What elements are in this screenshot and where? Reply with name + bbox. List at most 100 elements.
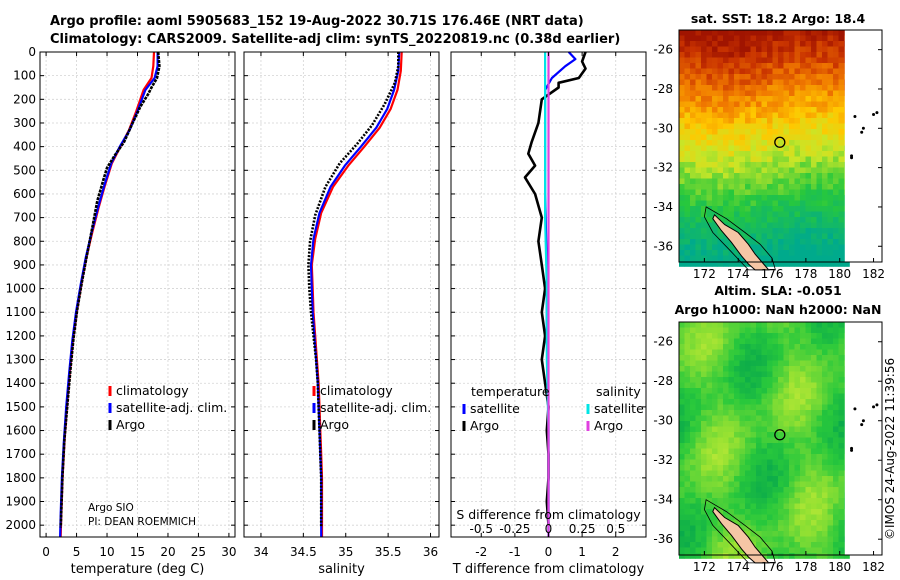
field-cell	[827, 322, 834, 328]
field-cell	[712, 156, 718, 163]
field-cell	[723, 52, 729, 58]
field-cell	[745, 492, 751, 499]
field-cell	[723, 96, 729, 102]
field-cell	[706, 79, 713, 86]
field-cell	[761, 459, 768, 466]
field-cell	[816, 123, 823, 130]
field-cell	[750, 476, 757, 482]
field-cell	[800, 481, 806, 488]
field-cell	[789, 189, 795, 196]
field-cell	[822, 327, 828, 334]
field-cell	[684, 536, 691, 543]
field-cell	[811, 167, 817, 174]
field-cell	[767, 514, 773, 521]
field-cell	[794, 333, 801, 339]
field-cell	[811, 487, 817, 493]
field-cell	[783, 498, 790, 504]
field-cell	[833, 547, 839, 554]
field-cell	[701, 79, 707, 86]
field-cell	[767, 107, 773, 113]
field-cell	[695, 531, 702, 537]
field-cell	[794, 151, 801, 157]
field-cell	[838, 509, 845, 515]
field-cell	[778, 509, 784, 515]
field-cell	[739, 96, 746, 102]
field-cell	[822, 173, 828, 179]
field-cell	[767, 459, 773, 466]
field-cell	[728, 90, 735, 97]
field-cell	[679, 46, 685, 53]
field-cell	[717, 476, 724, 482]
field-cell	[761, 344, 768, 350]
field-cell	[767, 79, 773, 86]
field-cell	[816, 520, 823, 526]
s-diff-tick-label: 0.5	[606, 522, 625, 536]
field-cell	[717, 173, 724, 179]
field-cell	[701, 195, 707, 201]
field-cell	[789, 509, 795, 515]
field-cell	[800, 30, 806, 36]
field-cell	[822, 195, 828, 201]
field-cell	[701, 244, 707, 251]
field-cell	[695, 57, 702, 64]
field-cell	[789, 101, 795, 108]
field-cell	[734, 514, 740, 521]
field-cell	[838, 156, 845, 163]
field-cell	[690, 35, 696, 42]
field-cell	[728, 492, 735, 499]
field-cell	[767, 344, 773, 350]
field-cell	[811, 377, 817, 383]
field-cell	[701, 327, 707, 334]
field-cell	[822, 388, 828, 394]
field-cell	[761, 410, 768, 416]
field-cell	[756, 96, 762, 102]
field-cell	[701, 52, 707, 58]
field-cell	[811, 443, 817, 449]
field-cell	[761, 206, 768, 212]
field-cell	[789, 503, 795, 510]
field-cell	[778, 85, 784, 91]
field-cell	[783, 96, 790, 102]
field-cell	[701, 57, 707, 64]
field-cell	[701, 344, 707, 350]
field-cell	[822, 178, 828, 185]
field-cell	[767, 437, 773, 444]
field-cell	[728, 360, 735, 367]
field-cell	[800, 371, 806, 378]
field-cell	[827, 421, 834, 427]
field-cell	[706, 377, 713, 383]
field-cell	[800, 542, 806, 548]
field-cell	[745, 421, 751, 427]
field-cell	[701, 492, 707, 499]
field-cell	[756, 421, 762, 427]
field-cell	[811, 96, 817, 102]
field-cell	[679, 79, 685, 86]
field-cell	[805, 162, 812, 168]
field-cell	[838, 129, 845, 135]
field-cell	[778, 377, 784, 383]
field-cell	[679, 74, 685, 80]
field-cell	[695, 30, 702, 36]
field-cell	[827, 536, 834, 543]
field-cell	[706, 509, 713, 515]
field-cell	[778, 63, 784, 69]
field-cell	[783, 355, 790, 361]
field-cell	[783, 547, 790, 554]
field-cell	[761, 492, 768, 499]
field-cell	[717, 525, 724, 532]
field-cell	[717, 487, 724, 493]
field-cell	[717, 206, 724, 212]
field-cell	[745, 118, 751, 124]
field-cell	[800, 195, 806, 201]
field-cell	[794, 454, 801, 460]
field-cell	[827, 129, 834, 135]
legend-label: Argo	[594, 418, 623, 433]
field-cell	[690, 492, 696, 499]
sst-map-title: sat. SST: 18.2 Argo: 18.4	[691, 11, 866, 26]
field-cell	[794, 167, 801, 174]
field-cell	[701, 531, 707, 537]
field-cell	[723, 211, 729, 218]
x-tick-label: 15	[130, 545, 145, 559]
field-cell	[833, 255, 839, 262]
field-cell	[679, 393, 685, 400]
